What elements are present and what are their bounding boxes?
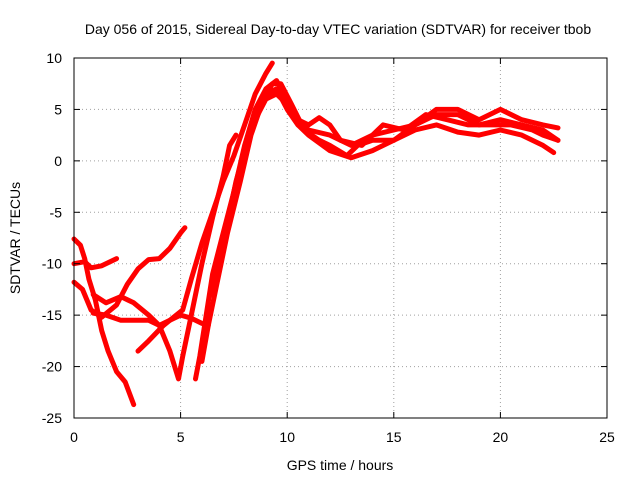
series-arc-2 [71,256,120,271]
x-tick-label: 15 [386,429,402,445]
y-tick-label: -5 [50,204,63,220]
y-tick-label: -25 [42,410,62,426]
series-arc-8 [199,81,561,364]
x-tick-label: 5 [177,429,185,445]
y-tick-label: 5 [54,101,62,117]
x-axis-label: GPS time / hours [287,457,394,473]
grid [74,58,607,418]
series-arc-5 [90,310,211,328]
y-tick-label: -10 [42,256,62,272]
plot-frame [73,57,608,419]
y-axis-label: SDTVAR / TECUs [7,182,23,294]
y-tick-label: 10 [46,50,62,66]
x-tick-label: 20 [493,429,509,445]
y-tick-label: -15 [42,307,62,323]
x-tick-label: 25 [599,429,615,445]
chart-title: Day 056 of 2015, Sidereal Day-to-day VTE… [85,21,592,37]
series-arc-10 [227,86,557,215]
x-tick-label: 10 [279,429,295,445]
y-tick-label: -20 [42,359,62,375]
series-layer [71,60,561,408]
ticks: 0 5 10 15 20 25 -25 -20 -15 -10 -5 0 5 10 [42,50,615,445]
x-tick-label: 0 [70,429,78,445]
series-arc-3 [71,225,188,320]
series-arc-6 [135,60,275,354]
y-tick-label: 0 [54,153,62,169]
